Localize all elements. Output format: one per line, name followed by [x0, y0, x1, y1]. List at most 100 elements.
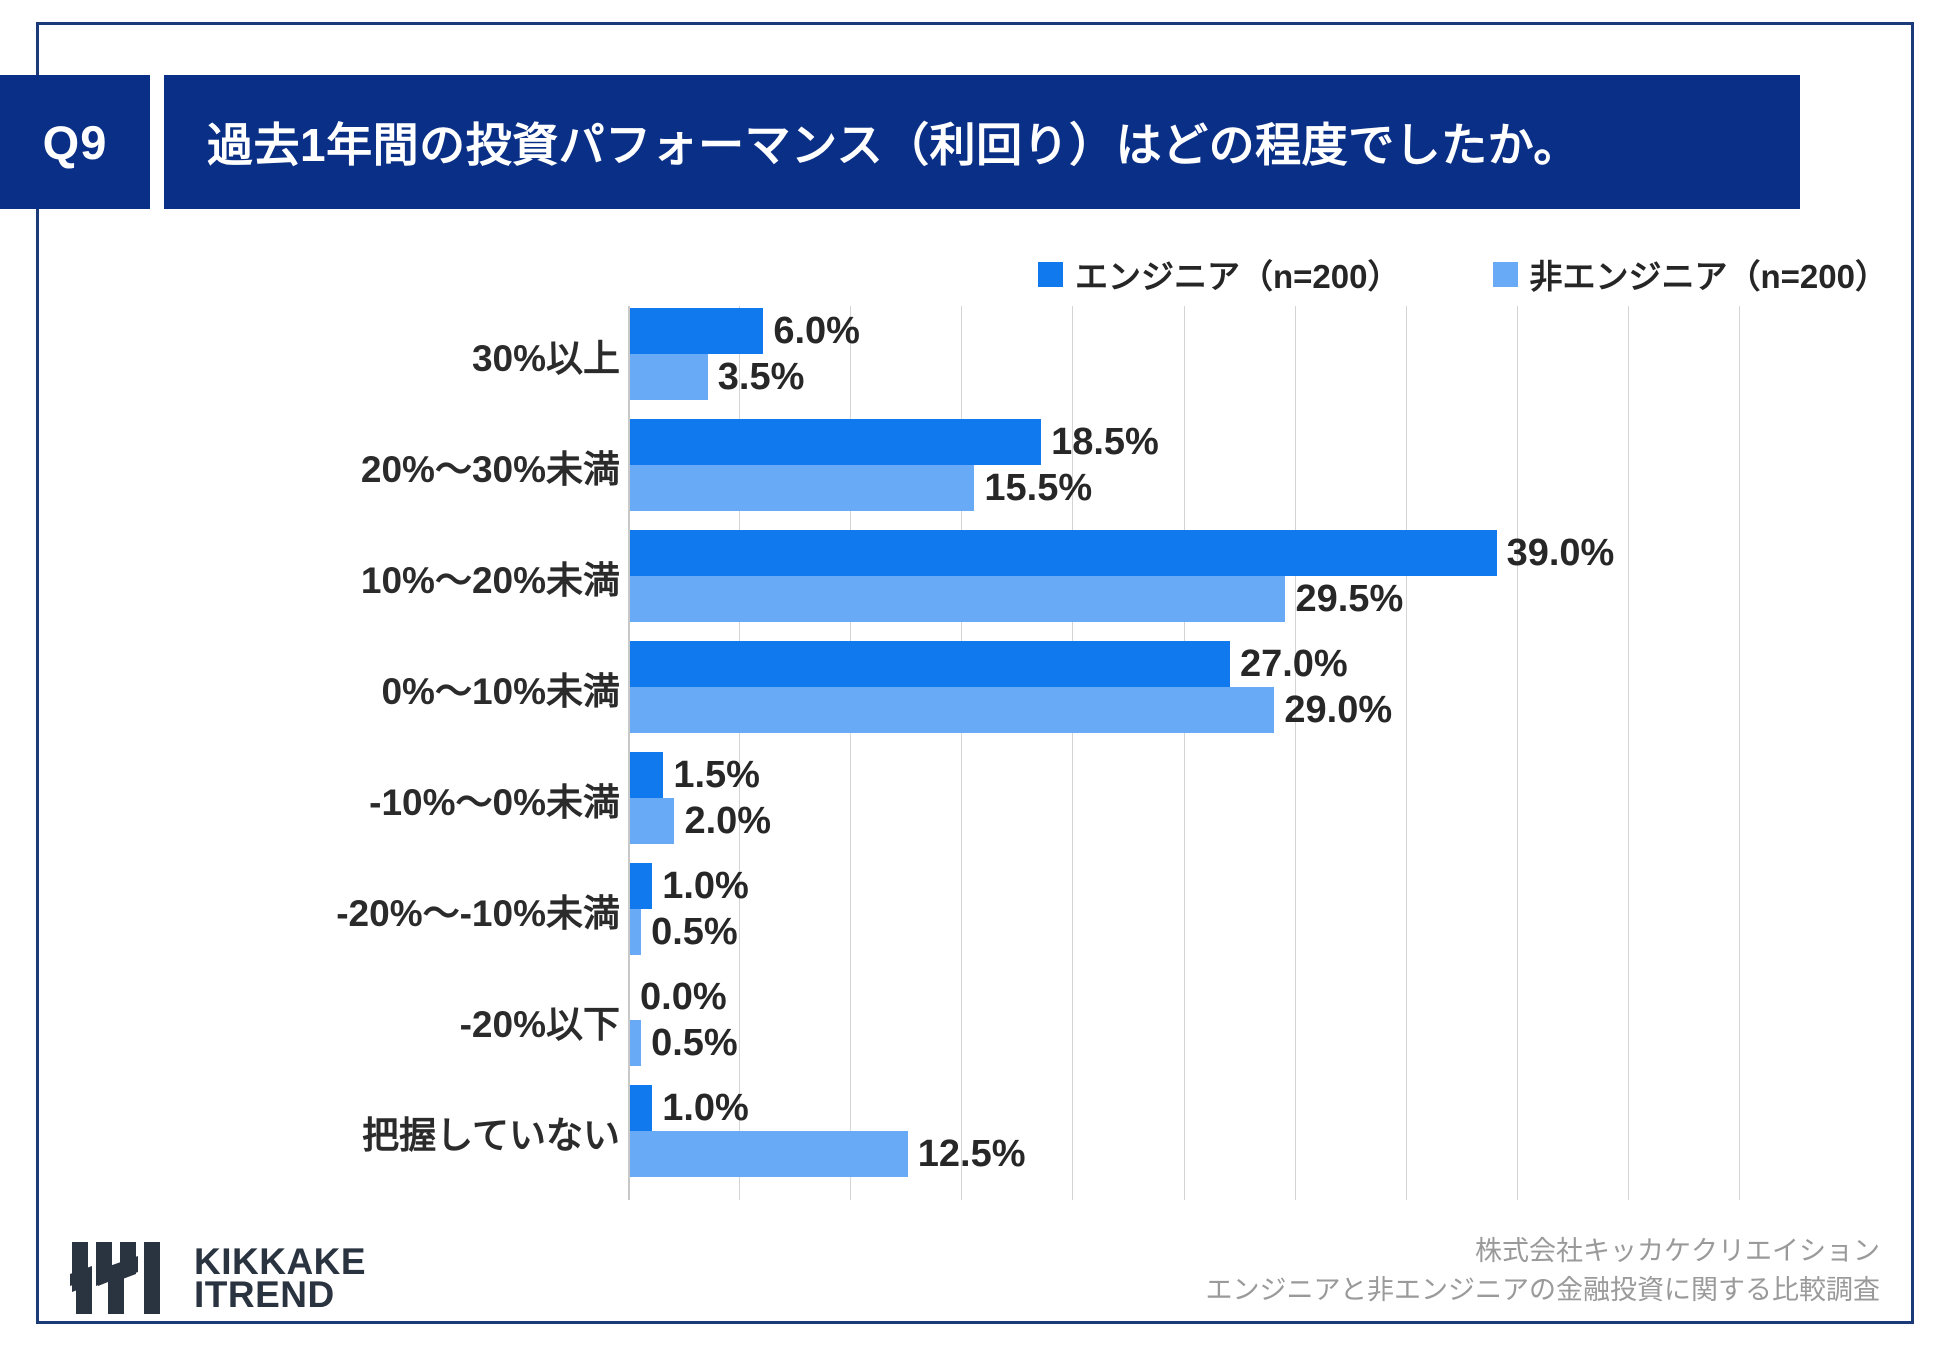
bar-rect: [630, 354, 708, 400]
bar-group: 1.0% 12.5%: [630, 1085, 1026, 1177]
bar-value-label: 6.0%: [773, 309, 860, 352]
bar-rect: [630, 576, 1286, 622]
gridline: [1627, 306, 1629, 1200]
bar-rect: [630, 1020, 642, 1066]
kikkake-logo-icon: [70, 1242, 160, 1314]
legend-label-non-engineer: 非エンジニア（n=200）: [1529, 258, 1889, 295]
bar-value-label: 1.5%: [673, 753, 760, 796]
bar-non-engineer[interactable]: 12.5%: [630, 1131, 1026, 1177]
bar-group: 1.5% 2.0%: [630, 752, 771, 844]
bar-value-label: 18.5%: [1051, 420, 1159, 463]
chart-row: 20%～30%未満 18.5% 15.5%: [0, 417, 1950, 528]
bar-value-label: 0.5%: [651, 910, 738, 953]
chart-row: 30%以上 6.0% 3.5%: [0, 306, 1950, 417]
bar-value-label: 29.5%: [1295, 577, 1404, 620]
bar-rect: [630, 863, 653, 909]
bar-value-label: 39.0%: [1506, 531, 1615, 574]
gridline: [739, 306, 741, 1200]
footer-survey-title: エンジニアと非エンジニアの金融投資に関する比較調査: [1205, 1274, 1880, 1305]
header-gap: [150, 75, 164, 209]
bar-group: 27.0% 29.0%: [630, 641, 1392, 733]
bar-value-label: 2.0%: [684, 799, 772, 842]
bar-engineer[interactable]: 1.0%: [630, 1085, 1026, 1131]
plot-area: [628, 306, 1828, 1200]
question-number-badge: Q9: [0, 75, 150, 209]
bar-value-label: 3.5%: [717, 355, 805, 398]
footer-company: 株式会社キッカケクリエイション: [1475, 1235, 1880, 1266]
category-label: -20%～-10%未満: [336, 893, 620, 934]
bar-chart: 30%以上 6.0% 3.5% 20%～30%未満 18.5% 15.5% 10%～20%未…: [0, 300, 1950, 1200]
gridline: [850, 306, 852, 1200]
bar-rect: [630, 641, 1230, 687]
logo-line-2: ITREND: [194, 1274, 335, 1315]
category-axis-line: [628, 306, 630, 1200]
bar-value-label: 1.0%: [662, 1086, 749, 1129]
bar-engineer[interactable]: 6.0%: [630, 308, 860, 354]
bar-rect: [630, 1085, 653, 1131]
bar-group: 39.0% 29.5%: [630, 530, 1614, 622]
bar-group: 1.0% 0.5%: [630, 863, 749, 955]
question-header: Q9 過去1年間の投資パフォーマンス（利回り）はどの程度でしたか。: [0, 75, 1800, 209]
logo-line-1: KIKKAKE: [194, 1240, 367, 1282]
bar-group: 6.0% 3.5%: [630, 308, 860, 400]
chart-row: 10%～20%未満 39.0% 29.5%: [0, 528, 1950, 639]
footer-attribution: 株式会社キッカケクリエイション エンジニアと非エンジニアの金融投資に関する比較調…: [1206, 1232, 1880, 1310]
bar-engineer[interactable]: 1.5%: [630, 752, 771, 798]
chart-legend: エンジニア（n=200） 非エンジニア（n=200）: [1038, 250, 1888, 298]
bar-value-label: 1.0%: [662, 864, 749, 907]
bar-engineer[interactable]: 27.0%: [630, 641, 1392, 687]
bar-non-engineer[interactable]: 0.5%: [630, 1020, 738, 1066]
bar-value-label: 12.5%: [917, 1132, 1026, 1175]
bar-group: 0.0% 0.5%: [630, 974, 738, 1066]
legend-swatch-non-engineer: [1492, 261, 1518, 287]
chart-row: -10%～0%未満 1.5% 2.0%: [0, 750, 1950, 861]
bar-rect: [630, 308, 764, 354]
bar-engineer[interactable]: 0.0%: [630, 974, 738, 1020]
bar-value-label: 27.0%: [1239, 642, 1348, 685]
category-label: 0%～10%未満: [381, 671, 620, 712]
bar-non-engineer[interactable]: 0.5%: [630, 909, 749, 955]
bar-non-engineer[interactable]: 29.0%: [630, 687, 1392, 733]
chart-row: -20%～-10%未満 1.0% 0.5%: [0, 861, 1950, 972]
chart-row: 0%～10%未満 27.0% 29.0%: [0, 639, 1950, 750]
bar-rect: [630, 687, 1275, 733]
bar-rect: [630, 465, 975, 511]
legend-swatch-engineer: [1038, 261, 1063, 287]
category-label: 30%以上: [471, 338, 620, 379]
category-label: -20%以下: [459, 1004, 620, 1045]
bar-rect: [630, 752, 664, 798]
legend-item-engineer[interactable]: エンジニア（n=200）: [1038, 250, 1401, 298]
bar-rect: [630, 530, 1497, 576]
bar-rect: [630, 1131, 908, 1177]
gridline: [1405, 306, 1407, 1200]
bar-non-engineer[interactable]: 3.5%: [630, 354, 860, 400]
gridline: [1739, 306, 1740, 1200]
brand-logo: KIKKAKE ITREND: [66, 1240, 366, 1316]
gridline: [1516, 306, 1518, 1200]
brand-logo-text: KIKKAKE ITREND: [194, 1240, 367, 1315]
legend-item-non-engineer[interactable]: 非エンジニア（n=200）: [1492, 250, 1889, 298]
bar-rect: [630, 798, 675, 844]
gridline: [1294, 306, 1296, 1200]
bar-value-label: 29.0%: [1284, 688, 1393, 731]
category-label: -10%～0%未満: [369, 782, 620, 823]
bar-rect: [630, 909, 642, 955]
gridline: [961, 306, 963, 1200]
bar-value-label: 0.0%: [640, 975, 727, 1018]
bar-engineer[interactable]: 18.5%: [630, 419, 1159, 465]
bar-group: 18.5% 15.5%: [630, 419, 1159, 511]
category-label: 把握していない: [362, 1115, 620, 1156]
bar-engineer[interactable]: 1.0%: [630, 863, 749, 909]
legend-label-engineer: エンジニア（n=200）: [1075, 258, 1401, 295]
bar-engineer[interactable]: 39.0%: [630, 530, 1614, 576]
category-label: 10%～20%未満: [360, 560, 620, 601]
bar-non-engineer[interactable]: 15.5%: [630, 465, 1159, 511]
bar-non-engineer[interactable]: 29.5%: [630, 576, 1614, 622]
bar-non-engineer[interactable]: 2.0%: [630, 798, 771, 844]
bar-value-label: 0.5%: [651, 1021, 738, 1064]
gridline: [1183, 306, 1185, 1200]
bar-value-label: 15.5%: [984, 466, 1093, 509]
category-label: 20%～30%未満: [360, 449, 620, 490]
bar-rect: [630, 419, 1042, 465]
